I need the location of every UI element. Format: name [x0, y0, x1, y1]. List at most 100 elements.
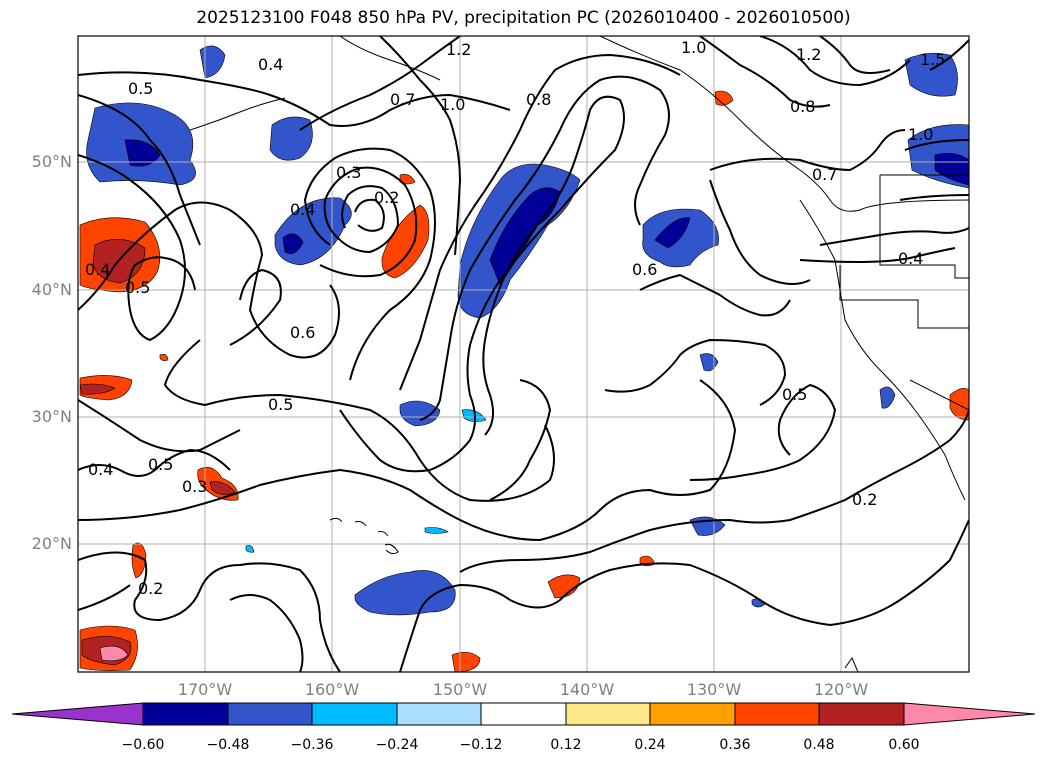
contour-label: 0.6 [290, 323, 315, 342]
contour-label: 1.5 [920, 50, 945, 69]
contour-line [229, 594, 304, 672]
colorbar-extend-high [903, 702, 1036, 726]
precip-patch [124, 139, 161, 167]
contour-line [78, 399, 241, 453]
map-background [78, 36, 969, 672]
map-frame [77, 35, 970, 673]
contour-label: 0.6 [632, 260, 657, 279]
contour-label: 1.2 [796, 45, 821, 64]
contour-line [78, 94, 201, 246]
lon-label: 170°W [177, 680, 233, 699]
precip-patch [199, 45, 226, 79]
precip-patch [904, 53, 958, 97]
colorbar-tick-label: 0.12 [550, 737, 582, 753]
contour-line [78, 551, 341, 672]
contour-label: 0.4 [290, 200, 315, 219]
colorbar-tick-label: −0.48 [206, 737, 250, 753]
precip-patch [934, 153, 969, 186]
contour-line [354, 198, 385, 232]
contour-label: 0.5 [148, 455, 173, 474]
colorbar-bin [565, 702, 651, 726]
contour-line [639, 273, 791, 317]
contour-line [303, 147, 436, 381]
contour-line [334, 185, 400, 254]
coastline [189, 97, 286, 131]
coastline [377, 531, 389, 537]
gridlines [78, 36, 969, 672]
lat-label: 50°N [31, 152, 72, 171]
contour-line [459, 409, 969, 573]
colorbar [11, 702, 1036, 726]
plot-title: 2025123100 F048 850 hPa PV, precipitatio… [196, 8, 851, 28]
contour-label: 0.2 [374, 188, 399, 207]
contour-line [799, 247, 956, 264]
contour-line [339, 95, 625, 473]
precip-patch [654, 217, 691, 249]
precip-patch [642, 208, 719, 268]
colorbar-tick-label: −0.24 [375, 737, 419, 753]
contour-line [709, 129, 906, 172]
colorbar-bin [649, 702, 736, 726]
contour-line [299, 36, 461, 131]
border [839, 265, 969, 329]
coastline [844, 656, 859, 672]
contour-label: 0.5 [782, 385, 807, 404]
colorbar-tick-label: 0.36 [719, 737, 751, 753]
contour-line [78, 584, 131, 611]
precip-patch [949, 388, 969, 421]
contour-label: 0.4 [85, 260, 110, 279]
coastline [599, 36, 969, 212]
lon-label: 130°W [686, 680, 742, 699]
contour-label: 0.4 [258, 55, 283, 74]
colorbar-bin [818, 702, 905, 726]
colorbar-tick-label: 0.60 [888, 737, 920, 753]
colorbar-bin [396, 702, 482, 726]
lat-label: 30°N [31, 407, 72, 426]
lon-label: 120°W [813, 680, 869, 699]
contour-line [78, 448, 231, 477]
contour-label: 1.0 [681, 38, 706, 57]
precip-patch [209, 481, 236, 495]
contour-line [399, 53, 681, 391]
contour-label: 0.8 [790, 97, 815, 116]
colorbar-extend-low [11, 702, 144, 726]
contour-label: 0.4 [88, 460, 113, 479]
lat-label: 20°N [31, 534, 72, 553]
precip-patch [159, 353, 169, 361]
contour-line [929, 39, 969, 71]
contour-label: 1.0 [908, 125, 933, 144]
colorbar-bin [311, 702, 398, 726]
lon-label: 140°W [559, 680, 615, 699]
contour-line [489, 379, 552, 501]
contour-line [319, 166, 418, 278]
contour-line [78, 379, 737, 542]
precip-patch [354, 570, 456, 616]
lat-label: 40°N [31, 280, 72, 299]
contour-label: 0.2 [852, 490, 877, 509]
colorbar-tick-label: 0.48 [803, 737, 835, 753]
contour-line [379, 36, 462, 256]
precip-patch [99, 645, 129, 662]
contour-label: 0.3 [182, 477, 207, 496]
contour-line [689, 383, 837, 481]
contour-line [819, 36, 891, 75]
contour-line [709, 179, 811, 285]
colorbar-tick-label: −0.60 [121, 737, 165, 753]
colorbar-tick-label: −0.12 [459, 737, 503, 753]
lon-label: 160°W [304, 680, 360, 699]
pv-contours [78, 36, 969, 672]
coastline [339, 36, 441, 81]
contour-line [899, 194, 969, 201]
colorbar-bin [142, 702, 229, 726]
coastline [384, 543, 399, 555]
contour-label: 0.8 [526, 90, 551, 109]
contour-label: 0.5 [128, 79, 153, 98]
colorbar-bin [480, 702, 567, 726]
precip-patch [282, 233, 304, 254]
border [909, 379, 969, 411]
precip-patch [879, 386, 896, 409]
coastlines [189, 36, 969, 672]
contour-line [699, 36, 831, 108]
contour-line [399, 519, 969, 672]
